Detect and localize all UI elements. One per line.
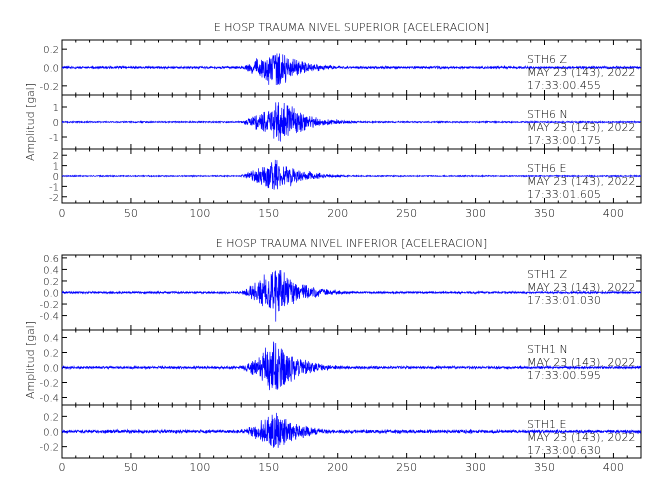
x-tick-label: 300 <box>465 207 486 220</box>
x-tick-label: 100 <box>189 461 210 474</box>
y-tick-label: -2 <box>49 193 59 204</box>
x-tick-label: 400 <box>603 461 624 474</box>
time-label: 17:33:00.595 <box>527 369 601 382</box>
y-tick-label: 0 <box>53 118 59 129</box>
y-tick-label: 1 <box>53 103 59 114</box>
date-label: MAY 23 (143), 2022 <box>527 431 635 444</box>
date-label: MAY 23 (143), 2022 <box>527 281 635 294</box>
y-axis-label: Amplitud [gal] <box>24 83 37 161</box>
time-label: 17:33:01.605 <box>527 188 601 201</box>
waveform-trace <box>62 341 641 391</box>
waveform-trace <box>62 412 641 448</box>
y-tick-label: 0.0 <box>43 64 59 75</box>
y-tick-label: 0 <box>53 172 59 183</box>
waveform-trace <box>62 269 641 322</box>
x-tick-label: 200 <box>327 207 348 220</box>
x-tick-label: 200 <box>327 461 348 474</box>
y-tick-label: -0.2 <box>39 379 59 390</box>
date-label: MAY 23 (143), 2022 <box>527 175 635 188</box>
y-tick-label: 0.0 <box>43 364 59 375</box>
y-tick-label: 2 <box>53 151 59 162</box>
y-tick-label: -1 <box>49 133 59 144</box>
waveform-trace <box>62 102 641 142</box>
x-tick-label: 350 <box>534 207 555 220</box>
x-tick-label: 0 <box>59 207 66 220</box>
y-tick-label: 1 <box>53 162 59 173</box>
station-label: STH1 Z <box>527 268 567 281</box>
time-label: 17:33:01.030 <box>527 294 601 307</box>
y-tick-label: -0.2 <box>39 443 59 454</box>
y-tick-label: 0.2 <box>43 277 59 288</box>
date-label: MAY 23 (143), 2022 <box>527 121 635 134</box>
x-tick-label: 100 <box>189 207 210 220</box>
x-tick-label: 250 <box>396 207 417 220</box>
x-tick-label: 150 <box>258 461 279 474</box>
x-tick-label: 250 <box>396 461 417 474</box>
chart-upper: E HOSP TRAUMA NIVEL SUPERIOR [ACELERACIO… <box>24 21 642 220</box>
x-tick-label: 50 <box>124 461 138 474</box>
y-tick-label: 0.0 <box>43 289 59 300</box>
y-tick-label: 0.2 <box>43 45 59 56</box>
station-label: STH6 E <box>527 162 566 175</box>
y-tick-label: 0.0 <box>43 428 59 439</box>
y-tick-label: 0.4 <box>43 265 59 276</box>
x-tick-label: 0 <box>59 461 66 474</box>
waveform-trace <box>62 53 641 85</box>
y-tick-label: 0.6 <box>43 254 59 265</box>
y-tick-label: -1 <box>49 182 59 193</box>
y-tick-label: 0.2 <box>43 412 59 423</box>
x-tick-label: 50 <box>124 207 138 220</box>
chart-title: E HOSP TRAUMA NIVEL SUPERIOR [ACELERACIO… <box>214 21 489 34</box>
x-tick-label: 150 <box>258 207 279 220</box>
x-tick-label: 300 <box>465 461 486 474</box>
time-label: 17:33:00.455 <box>527 79 601 92</box>
y-tick-label: -0.2 <box>39 300 59 311</box>
date-label: MAY 23 (143), 2022 <box>527 356 635 369</box>
chart-title: E HOSP TRAUMA NIVEL INFERIOR [ACELERACIO… <box>216 237 487 250</box>
time-label: 17:33:00.630 <box>527 444 601 457</box>
y-tick-label: -0.4 <box>39 312 59 323</box>
y-tick-label: -0.2 <box>39 82 59 93</box>
y-tick-label: 0.4 <box>43 334 59 345</box>
x-tick-label: 350 <box>534 461 555 474</box>
station-label: STH1 N <box>527 343 568 356</box>
y-tick-label: 0.2 <box>43 349 59 360</box>
waveform-trace <box>62 159 641 190</box>
chart-lower: E HOSP TRAUMA NIVEL INFERIOR [ACELERACIO… <box>24 237 642 474</box>
station-label: STH1 E <box>527 418 566 431</box>
y-axis-label: Amplitud [gal] <box>24 321 37 399</box>
x-tick-label: 400 <box>603 207 624 220</box>
time-label: 17:33:00.175 <box>527 134 601 147</box>
y-tick-label: -0.4 <box>39 394 59 405</box>
station-label: STH6 N <box>527 108 568 121</box>
date-label: MAY 23 (143), 2022 <box>527 66 635 79</box>
station-label: STH6 Z <box>527 53 567 66</box>
